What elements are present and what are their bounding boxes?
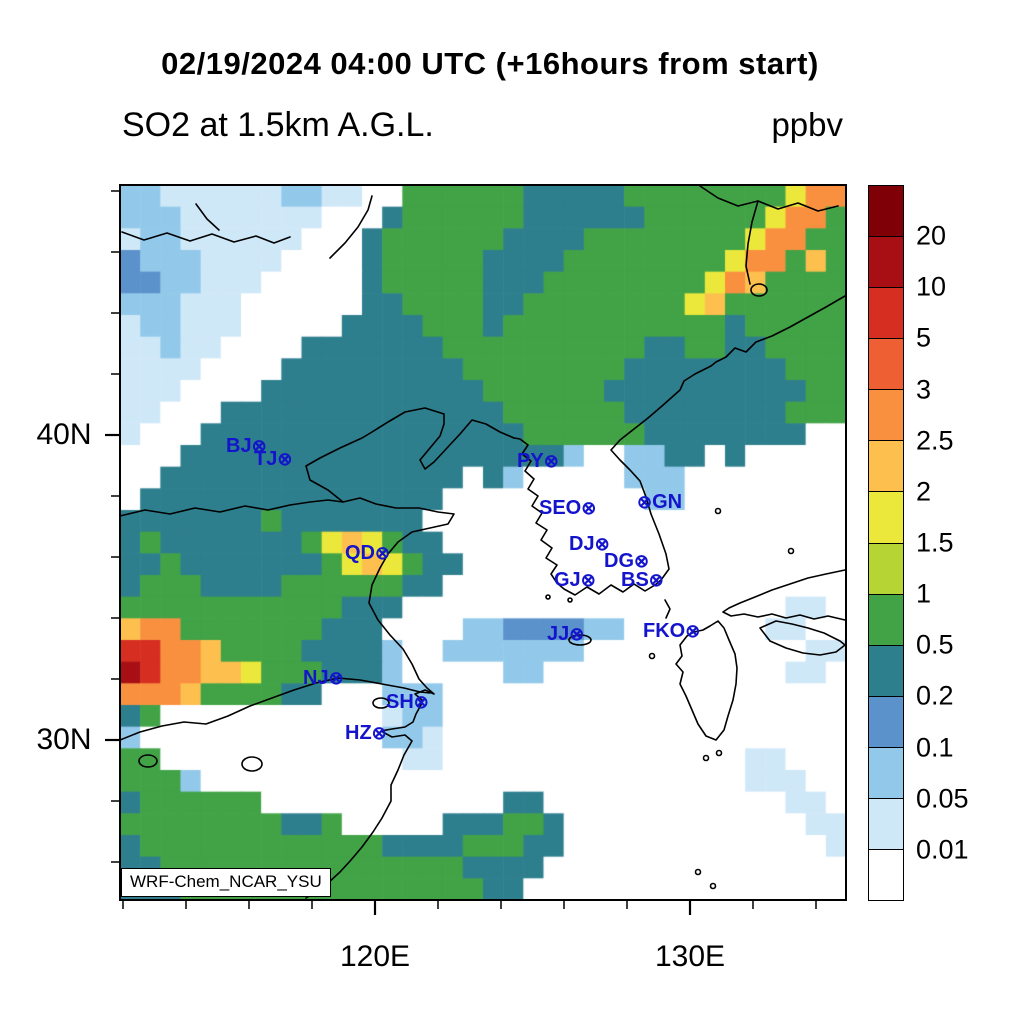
colorbar-label: 1.5 xyxy=(916,527,954,558)
colorbar-segment xyxy=(869,747,903,799)
colorbar-segment xyxy=(869,390,903,442)
colorbar-label: 0.5 xyxy=(916,629,954,660)
colorbar-segment xyxy=(869,288,903,340)
colorbar-segment xyxy=(869,850,903,901)
colorbar-label: 2.5 xyxy=(916,425,954,456)
colorbar-segment xyxy=(869,492,903,544)
colorbar-segment xyxy=(869,237,903,289)
units-label: ppbv xyxy=(771,106,843,143)
colorbar-label: 0.2 xyxy=(916,680,954,711)
axis-label-120e: 120E xyxy=(339,940,411,973)
axis-label-130e: 130E xyxy=(654,940,726,973)
colorbar-segment xyxy=(869,186,903,238)
colorbar-label: 0.05 xyxy=(916,783,969,814)
colorbar-label: 2 xyxy=(916,476,932,507)
so2-concentration-heatmap xyxy=(120,185,846,900)
colorbar-label: 20 xyxy=(916,220,947,251)
colorbar-segment xyxy=(869,441,903,493)
colorbar-segment xyxy=(869,543,903,595)
colorbar-label: 1 xyxy=(916,578,932,609)
colorbar-label: 0.01 xyxy=(916,834,969,865)
colorbar-label: 0.1 xyxy=(916,732,954,763)
figure-title: 02/19/2024 04:00 UTC (+16hours from star… xyxy=(161,46,819,81)
colorbar-label: 3 xyxy=(916,374,932,405)
colorbar-label: 10 xyxy=(916,271,947,302)
colorbar xyxy=(868,185,904,901)
colorbar-label: 5 xyxy=(916,322,932,353)
colorbar-segment xyxy=(869,798,903,851)
colorbar-segment xyxy=(869,339,903,391)
figure-subtitle: SO2 at 1.5km A.G.L. xyxy=(122,106,434,144)
colorbar-segment xyxy=(869,594,903,646)
axis-label-30n: 30N xyxy=(36,723,92,756)
model-credit-box: WRF-Chem_NCAR_YSU xyxy=(121,868,331,897)
axis-label-40n: 40N xyxy=(36,418,92,451)
colorbar-segment xyxy=(869,696,903,748)
colorbar-segment xyxy=(869,645,903,697)
